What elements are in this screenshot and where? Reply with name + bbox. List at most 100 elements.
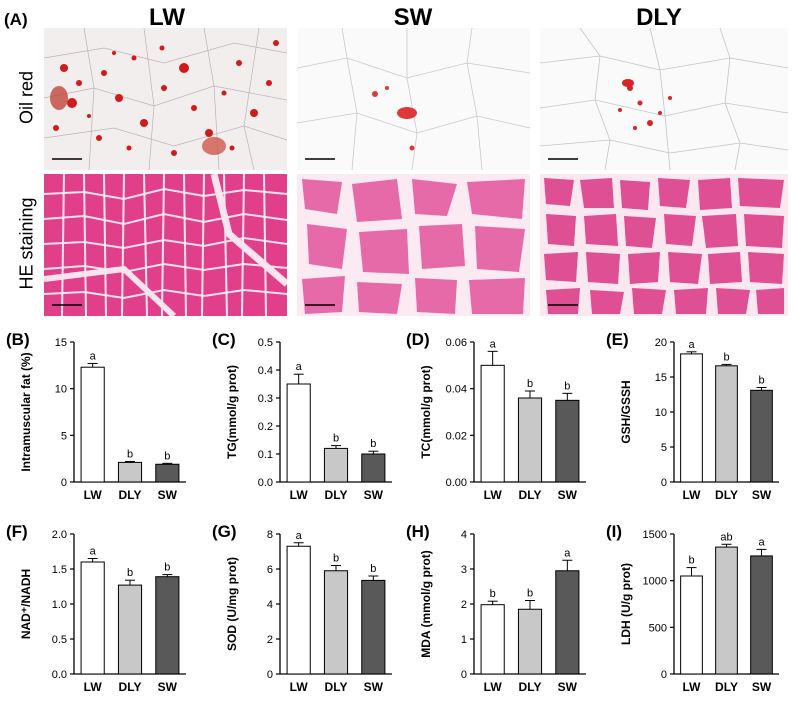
y-tick-label: 20 <box>655 337 667 349</box>
x-tick-label: LW <box>290 680 309 694</box>
significance-letter: b <box>127 567 133 579</box>
y-tick-label: 5 <box>61 430 67 442</box>
y-axis-label: LDH (U/g prot) <box>619 563 633 645</box>
y-tick-label: 15 <box>55 337 67 349</box>
bar-sw <box>155 463 180 483</box>
significance-letter: a <box>90 546 97 558</box>
bar-sw <box>361 579 386 675</box>
y-tick-label: 0.06 <box>446 337 467 349</box>
bar-dly <box>517 608 543 675</box>
x-tick-label: SW <box>158 680 178 694</box>
bar-lw <box>480 604 505 675</box>
y-tick-label: 0 <box>661 669 667 681</box>
significance-letter: a <box>90 350 97 362</box>
panel-g-label: (G) <box>212 522 237 541</box>
y-tick-label: 0.00 <box>446 477 467 489</box>
chart-svg: 0 500 1000 1500 LDH (U/g prot) b LW ab DLY a SW <box>619 529 779 694</box>
y-tick-label: 5 <box>661 442 667 454</box>
y-tick-label: 0.4 <box>258 365 273 377</box>
micrograph-he-sw <box>297 174 530 316</box>
x-tick-label: SW <box>558 680 578 694</box>
micrograph-he-lw <box>44 174 287 316</box>
x-tick-label: SW <box>364 680 384 694</box>
x-tick-label: DLY <box>519 680 542 694</box>
y-tick-label: 10 <box>55 384 67 396</box>
y-tick-label: 10 <box>655 407 667 419</box>
significance-letter: a <box>490 338 497 350</box>
y-tick-label: 1500 <box>643 529 667 541</box>
chart-svg: 0.00 0.02 0.04 0.06 TC(mmol/g prot) a LW b DLY b S… <box>419 337 586 502</box>
bar-dly <box>715 365 738 483</box>
x-tick-label: LW <box>683 680 702 694</box>
x-tick-label: LW <box>683 488 702 502</box>
chart-svg: 0.0 0.1 0.2 0.3 0.4 0.5 TG(mmol/g prot) a LW b DLY… <box>225 337 392 502</box>
significance-letter: b <box>164 562 170 574</box>
bar-dly <box>117 584 143 675</box>
y-tick-label: 1.0 <box>52 599 67 611</box>
significance-letter: b <box>564 380 570 392</box>
significance-letter: a <box>296 361 303 373</box>
y-tick-label: 0 <box>461 669 467 681</box>
significance-letter: b <box>490 588 496 600</box>
bar-lw <box>680 353 703 483</box>
panel-c-label: (C) <box>212 330 236 349</box>
significance-letter: a <box>688 339 695 351</box>
y-tick-label: 0.0 <box>258 477 273 489</box>
micrograph-he-dly <box>540 174 788 316</box>
significance-letter: b <box>370 438 376 450</box>
y-axis-label: TG(mmol/g prot) <box>225 365 239 459</box>
x-tick-label: DLY <box>519 488 542 502</box>
row-label-he-staining: HE staining <box>16 197 37 290</box>
chart-intramuscular-fat: 0 5 10 15 Intramuscular fat (%) a LW b DLY b SW <box>0 322 200 512</box>
chart-sod: 0 2 4 6 8 SOD (U/mg prot) a LW b DLY b SW <box>206 514 406 704</box>
chart-svg: 0 1 2 3 4 MDA (mmol/g prot) b LW b DLY a SW <box>419 529 586 694</box>
row-label-oil-red: Oil red <box>16 71 37 125</box>
bar-lw <box>80 366 105 483</box>
bar-sw <box>155 576 180 675</box>
panel-e-label: (E) <box>606 330 629 349</box>
bar-sw <box>555 399 580 483</box>
micrograph-oil-red-lw <box>44 28 287 170</box>
y-tick-label: 4 <box>461 529 467 541</box>
x-tick-label: DLY <box>715 680 738 694</box>
x-tick-label: DLY <box>119 680 142 694</box>
bar-dly <box>323 570 349 675</box>
chart-tc: 0.00 0.02 0.04 0.06 TC(mmol/g prot) a LW b DLY b S… <box>400 322 600 512</box>
panel-b-label: (B) <box>6 330 30 349</box>
panel-a-label: (A) <box>4 10 28 29</box>
panel-h-label: (H) <box>406 522 430 541</box>
chart-tg: 0.0 0.1 0.2 0.3 0.4 0.5 TG(mmol/g prot) a LW b DLY… <box>206 322 406 512</box>
y-tick-label: 0 <box>661 477 667 489</box>
y-axis-label: GSH/GSSH <box>619 380 633 443</box>
y-tick-label: 0.02 <box>446 430 467 442</box>
chart-svg: 0 2 4 6 8 SOD (U/mg prot) a LW b DLY b SW <box>225 529 392 694</box>
significance-letter: b <box>723 351 729 363</box>
y-tick-label: 0.0 <box>52 669 67 681</box>
x-tick-label: SW <box>752 680 772 694</box>
y-tick-label: 0.3 <box>258 393 273 405</box>
x-tick-label: DLY <box>715 488 738 502</box>
y-tick-label: 0.04 <box>446 384 467 396</box>
chart-svg: 0.0 0.5 1.0 1.5 2.0 NAD⁺/NADH a LW b DLY b SW <box>19 529 186 694</box>
x-tick-label: DLY <box>325 488 348 502</box>
bar-lw <box>480 364 505 483</box>
x-tick-label: LW <box>84 488 103 502</box>
significance-letter: a <box>758 536 765 548</box>
panel-f-label: (F) <box>6 522 28 541</box>
y-tick-label: 1 <box>461 634 467 646</box>
bar-dly <box>117 461 143 483</box>
y-tick-label: 0.1 <box>258 449 273 461</box>
bar-sw <box>750 555 773 675</box>
y-tick-label: 1000 <box>643 576 667 588</box>
y-axis-label: NAD⁺/NADH <box>19 569 33 639</box>
significance-letter: b <box>758 375 764 387</box>
y-tick-label: 2 <box>461 599 467 611</box>
column-title-sw: SW <box>393 4 433 31</box>
chart-nad-nadh: 0.0 0.5 1.0 1.5 2.0 NAD⁺/NADH a LW b DLY b SW <box>0 514 200 704</box>
bar-dly <box>323 447 349 483</box>
significance-letter: b <box>370 563 376 575</box>
x-tick-label: DLY <box>119 488 142 502</box>
chart-svg: 0 5 10 15 Intramuscular fat (%) a LW b DLY b SW <box>19 337 186 502</box>
significance-letter: b <box>127 448 133 460</box>
bar-lw <box>680 575 703 675</box>
